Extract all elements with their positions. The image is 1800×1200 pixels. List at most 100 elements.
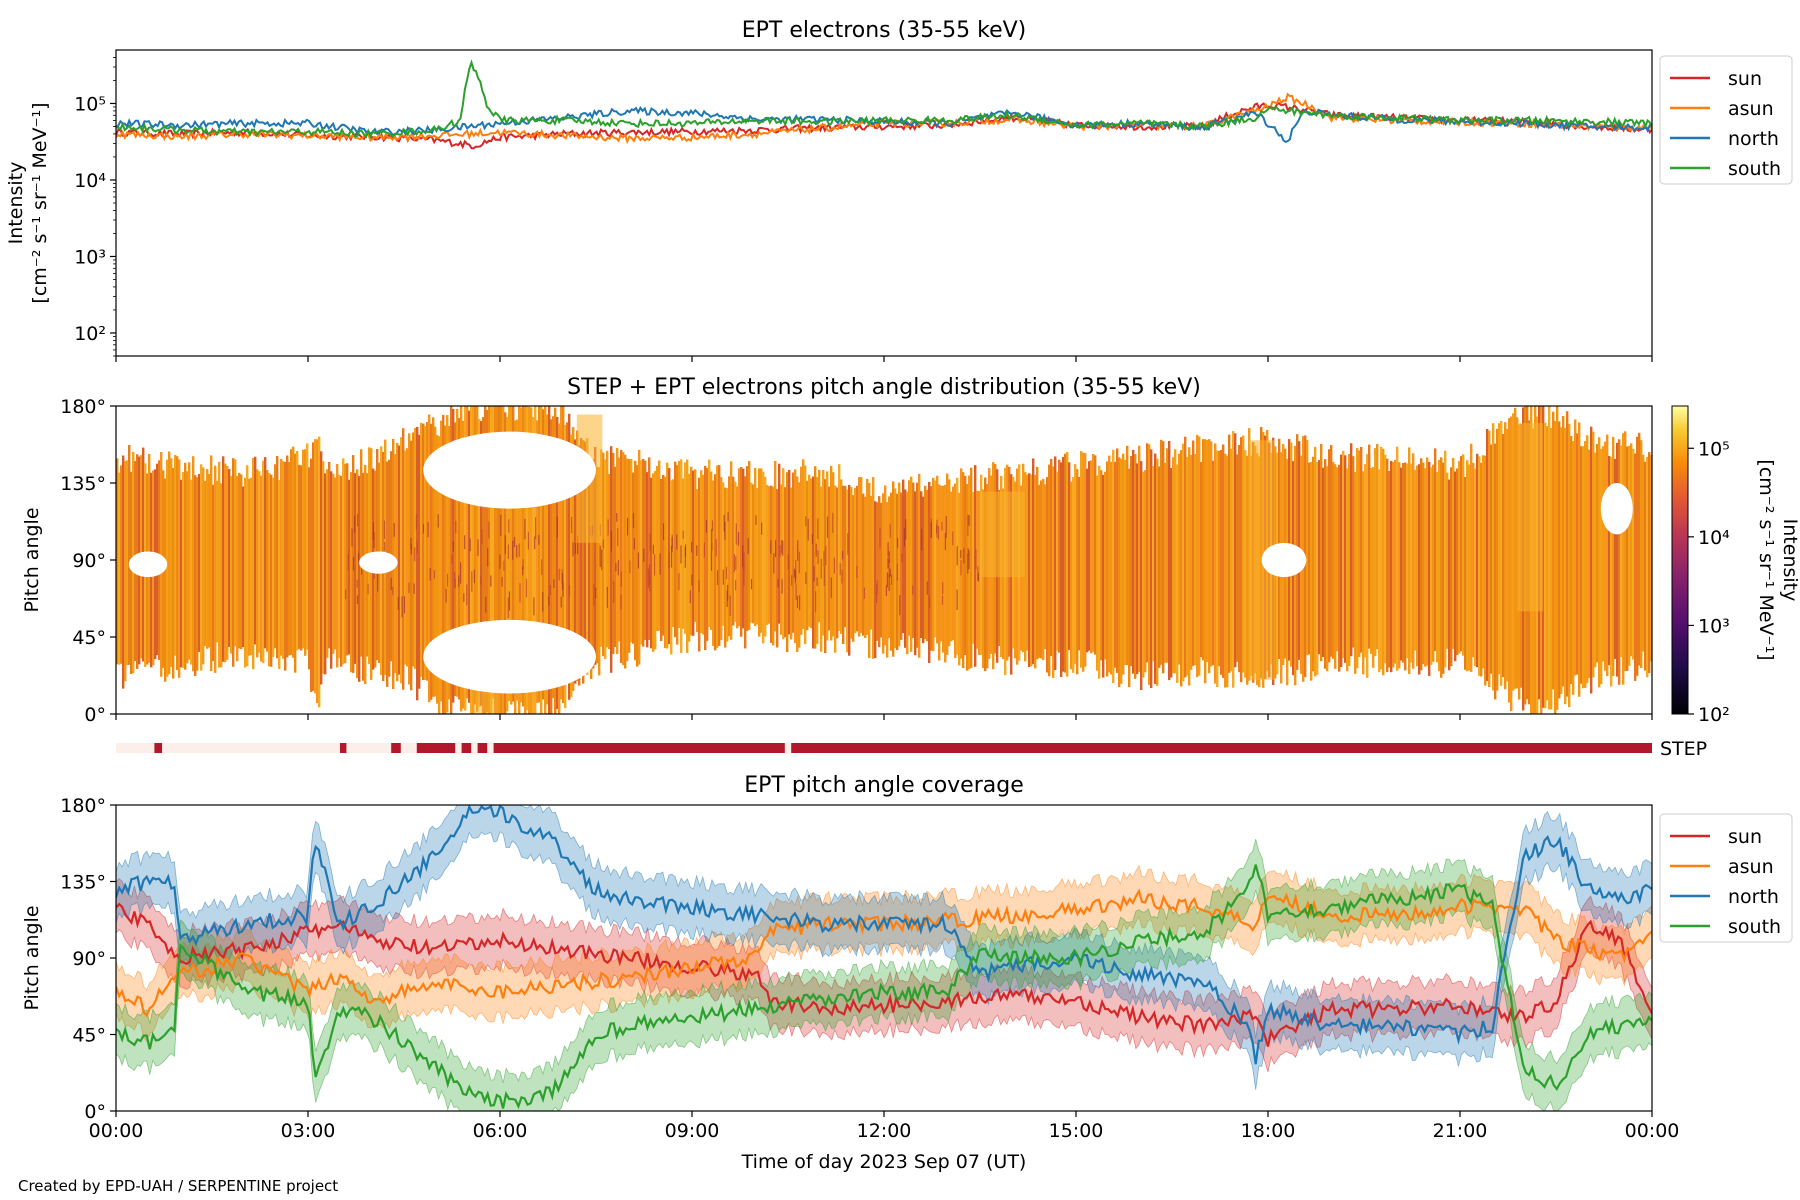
heatmap-column xyxy=(814,466,817,649)
heatmap-column xyxy=(186,471,189,664)
heatmap-column xyxy=(1622,433,1625,685)
heatmap-streak xyxy=(518,543,520,557)
heatmap-column xyxy=(1212,460,1215,666)
heatmap-streak xyxy=(574,543,576,554)
heatmap-column xyxy=(324,473,327,675)
heatmap-column xyxy=(558,423,561,714)
heatmap-streak xyxy=(377,572,379,592)
heatmap-column xyxy=(626,458,629,662)
heatmap-column xyxy=(606,450,609,648)
heatmap-column xyxy=(1060,462,1063,677)
heatmap-column xyxy=(826,471,829,641)
heatmap-streak xyxy=(562,573,564,590)
heatmap-column xyxy=(944,484,947,663)
heatmap-streak xyxy=(617,560,619,576)
heatmap-column xyxy=(830,465,833,641)
heatmap-column xyxy=(1642,454,1645,652)
heatmap-column xyxy=(1460,456,1463,652)
pad-ylabel: Pitch angle xyxy=(21,507,43,612)
heatmap-streak xyxy=(538,535,540,545)
heatmap-gap xyxy=(128,551,168,578)
heatmap-column xyxy=(666,462,669,649)
heatmap-column xyxy=(312,442,315,691)
heatmap-column xyxy=(834,485,837,653)
heatmap-column xyxy=(1490,444,1493,674)
heatmap-column xyxy=(1074,464,1077,665)
heatmap-column xyxy=(638,449,641,665)
heatmap-streak xyxy=(888,551,890,563)
heatmap-streak xyxy=(383,520,386,539)
heatmap-column xyxy=(1470,443,1473,672)
coverage-line-south xyxy=(116,864,1652,1110)
heatmap-column xyxy=(1310,462,1313,681)
heatmap-column xyxy=(804,465,807,645)
step-segment xyxy=(340,743,347,753)
heatmap-column xyxy=(1594,452,1597,668)
heatmap-column xyxy=(1240,437,1243,683)
heatmap-column xyxy=(688,473,691,642)
heatmap-streak xyxy=(816,577,818,586)
heatmap-streak xyxy=(516,545,518,558)
heatmap-column xyxy=(202,467,205,665)
heatmap-column xyxy=(118,472,121,665)
heatmap-column xyxy=(1204,439,1207,684)
heatmap-column xyxy=(848,484,851,656)
heatmap-column xyxy=(326,469,329,658)
heatmap-column xyxy=(1396,446,1399,671)
heatmap-streak xyxy=(356,579,358,588)
heatmap-column xyxy=(236,476,239,662)
heatmap-gap xyxy=(423,619,596,694)
heatmap-column xyxy=(424,426,427,680)
heatmap-column xyxy=(428,414,431,703)
heatmap-streak xyxy=(807,518,809,541)
heatmap-streak xyxy=(454,579,456,589)
heatmap-column xyxy=(898,482,901,647)
heatmap-column xyxy=(590,462,593,680)
heatmap-column xyxy=(800,466,803,635)
heatmap-bright-region xyxy=(1517,423,1544,612)
heatmap-column xyxy=(456,408,459,697)
coverage-ylabel: Pitch angle xyxy=(21,905,43,1010)
heatmap-gap xyxy=(1600,483,1633,535)
heatmap-column xyxy=(1036,466,1039,660)
heatmap-column xyxy=(766,485,769,625)
heatmap-column xyxy=(124,461,127,682)
heatmap-column xyxy=(432,417,435,697)
heatmap-column xyxy=(1110,461,1113,675)
heatmap-streak xyxy=(795,559,797,581)
heatmap-column xyxy=(460,406,463,712)
heatmap-streak xyxy=(773,553,775,574)
heatmap-streak xyxy=(729,595,731,616)
credit-text: Created by EPD-UAH / SERPENTINE project xyxy=(18,1177,338,1195)
heatmap-column xyxy=(602,452,605,657)
heatmap-column xyxy=(1386,458,1389,673)
heatmap-column xyxy=(470,406,473,714)
colorbar-label: Intensity [cm⁻² s⁻¹ sr⁻¹ MeV⁻¹] xyxy=(1755,459,1800,660)
heatmap-streak xyxy=(781,540,783,554)
heatmap-streak xyxy=(967,547,969,556)
heatmap-column xyxy=(310,458,313,692)
heatmap-column xyxy=(228,469,231,647)
heatmap-column xyxy=(816,477,819,644)
heatmap-column xyxy=(1464,477,1467,670)
heatmap-column xyxy=(1648,452,1651,674)
heatmap-column xyxy=(1404,462,1407,671)
heatmap-streak xyxy=(750,579,753,590)
heatmap-column xyxy=(400,437,403,684)
heatmap-column xyxy=(1182,443,1185,682)
heatmap-column xyxy=(1140,461,1143,690)
heatmap-streak xyxy=(747,538,749,554)
heatmap-column xyxy=(316,439,319,704)
heatmap-streak xyxy=(361,563,363,575)
heatmap-column xyxy=(880,502,883,638)
heatmap-streak xyxy=(481,529,483,545)
heatmap-column xyxy=(1510,416,1513,711)
heatmap-column xyxy=(930,486,933,651)
heatmap-column xyxy=(286,455,289,658)
heatmap-column xyxy=(926,489,929,642)
heatmap-column xyxy=(1242,435,1245,673)
heatmap-column xyxy=(1376,443,1379,650)
heatmap-streak xyxy=(570,516,573,534)
heatmap-column xyxy=(1626,446,1629,671)
heatmap-column xyxy=(1120,458,1123,684)
